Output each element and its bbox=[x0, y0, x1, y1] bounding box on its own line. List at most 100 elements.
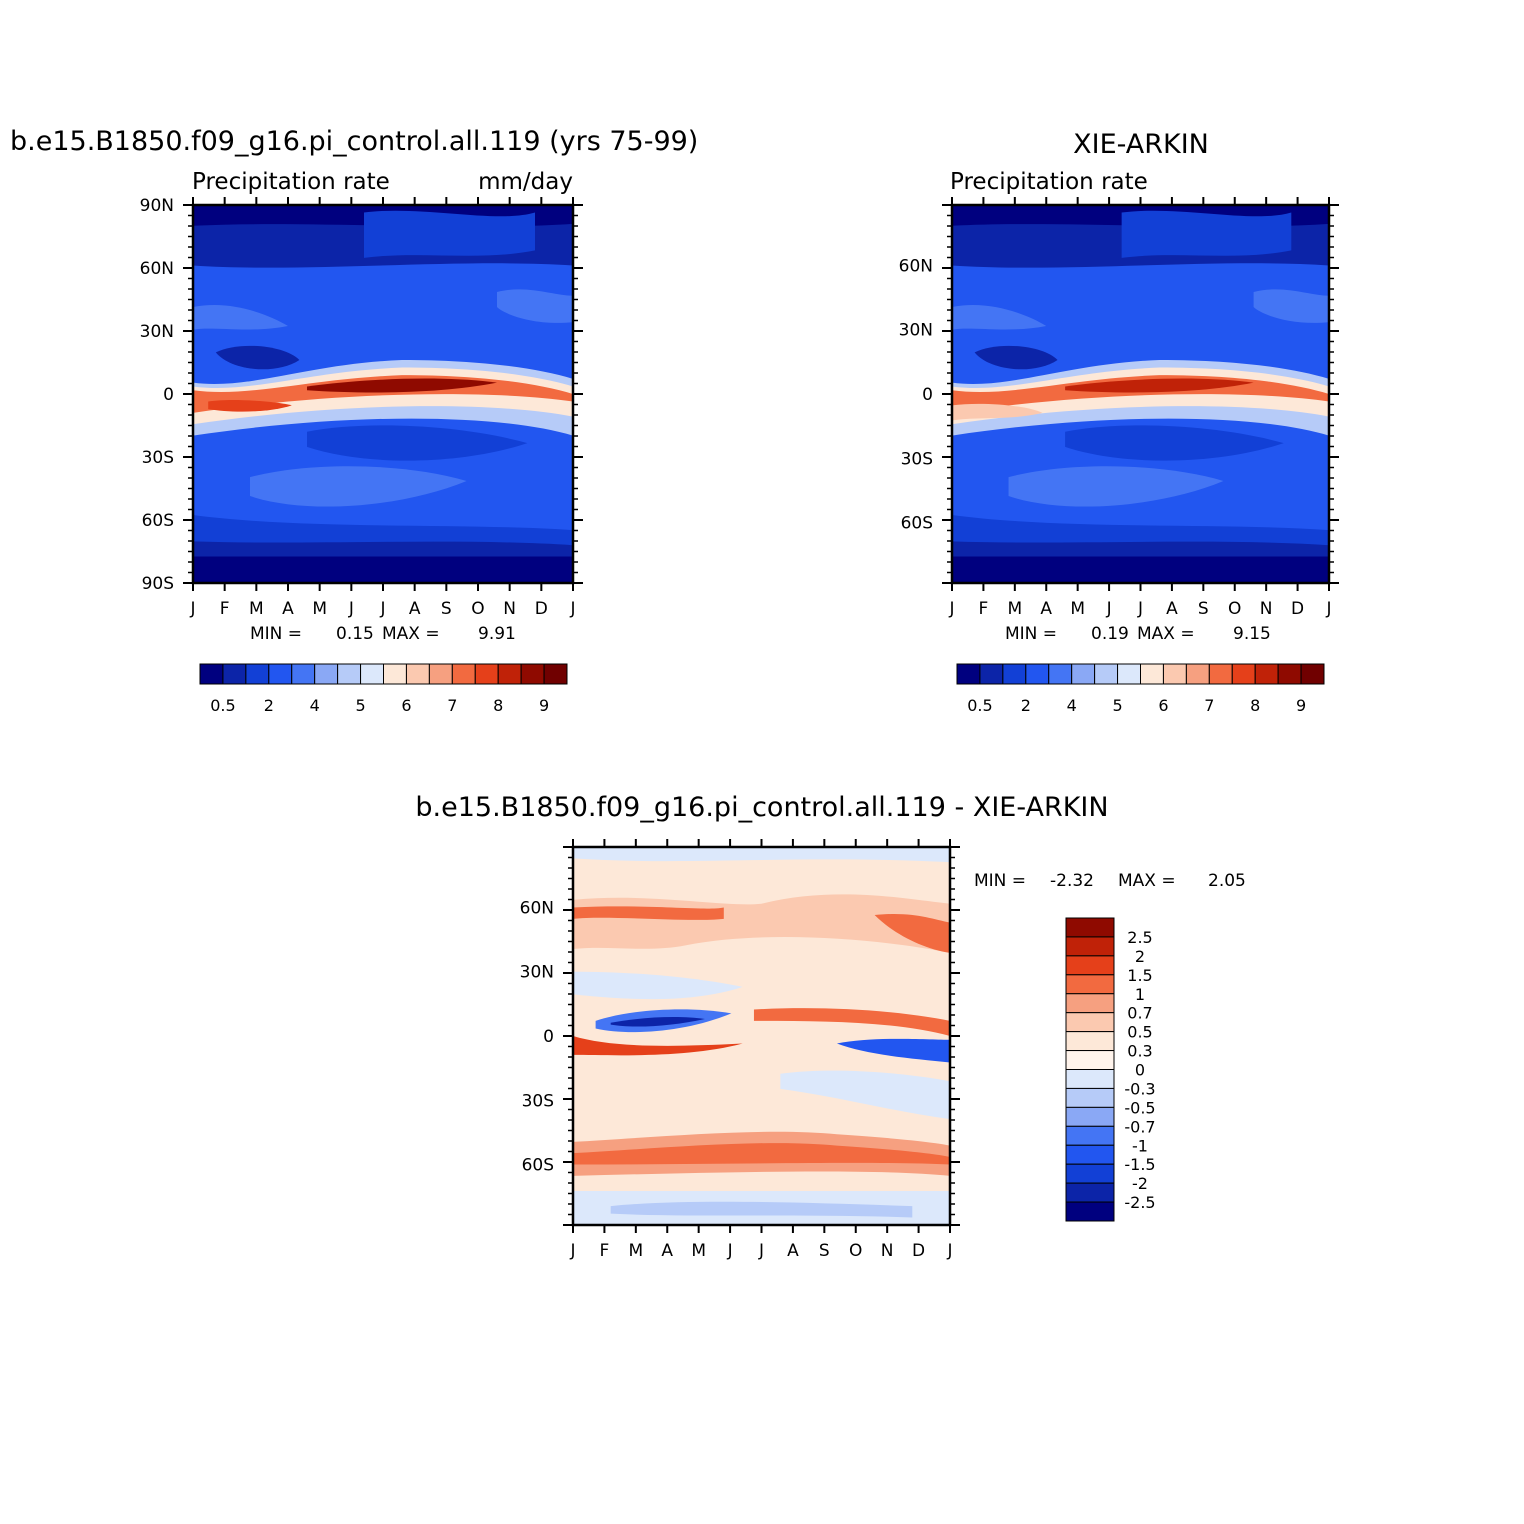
colorbar-swatch bbox=[1185, 663, 1210, 685]
y-tick-label: 30N bbox=[140, 322, 174, 342]
y-tick-label: 30N bbox=[520, 963, 554, 983]
colorbar-swatch bbox=[520, 663, 545, 685]
colorbar-label: -2.5 bbox=[1124, 1193, 1155, 1212]
colorbar-label: 2 bbox=[264, 696, 274, 715]
colorbar-label: 5 bbox=[355, 696, 365, 715]
colorbar-swatch bbox=[1002, 663, 1027, 685]
colorbar-swatch bbox=[497, 663, 522, 685]
x-tick-label: S bbox=[441, 599, 452, 619]
colorbar-label: 6 bbox=[1158, 696, 1168, 715]
y-tick-label: 60N bbox=[520, 898, 554, 918]
colorbar-swatch bbox=[1071, 663, 1096, 685]
colorbar-swatch bbox=[222, 663, 247, 685]
colorbar-swatch bbox=[383, 663, 407, 685]
colorbar-label: 7 bbox=[447, 696, 457, 715]
panel1-max-value: 9.91 bbox=[478, 624, 516, 644]
panel2-min-label: MIN = bbox=[1005, 624, 1057, 644]
x-tick-label: A bbox=[787, 1241, 799, 1261]
x-tick-label: M bbox=[312, 599, 327, 619]
y-tick-label: 60N bbox=[899, 256, 933, 276]
panel1-stats: MIN = 0.15 MAX = 9.91 bbox=[250, 624, 516, 644]
colorbar-swatch bbox=[1065, 1031, 1115, 1052]
x-tick-label: M bbox=[249, 599, 264, 619]
colorbar-swatch bbox=[1065, 993, 1115, 1014]
y-tick-label: 30S bbox=[142, 448, 174, 468]
x-tick-label: F bbox=[600, 1241, 610, 1261]
panel1-left-label: Precipitation rate bbox=[192, 169, 390, 195]
colorbar-swatch bbox=[291, 663, 316, 685]
itcz-dry-core bbox=[610, 1017, 705, 1027]
colorbar-label: 5 bbox=[1112, 696, 1122, 715]
panel3-stats: MIN = -2.32 MAX = 2.05 bbox=[974, 871, 1246, 891]
panel3-title: b.e15.B1850.f09_g16.pi_control.all.119 -… bbox=[415, 792, 1108, 823]
colorbar-swatch bbox=[543, 663, 568, 685]
colorbar-swatch bbox=[1065, 1069, 1115, 1089]
x-tick-label: F bbox=[220, 599, 230, 619]
colorbar-swatch bbox=[405, 663, 430, 685]
colorbar-label: 0.5 bbox=[1127, 1023, 1152, 1042]
colorbar-swatch bbox=[199, 663, 224, 685]
y-tick-label: 30N bbox=[899, 321, 933, 341]
colorbar-swatch bbox=[1094, 663, 1119, 685]
x-tick-label: J bbox=[569, 1241, 575, 1261]
colorbar-swatch bbox=[1162, 663, 1187, 685]
colorbar-swatch bbox=[474, 663, 499, 685]
field bbox=[573, 847, 950, 1225]
x-tick-label: J bbox=[1137, 599, 1143, 619]
x-tick-label: N bbox=[1260, 599, 1273, 619]
x-tick-label: S bbox=[819, 1241, 830, 1261]
x-tick-label: D bbox=[912, 1241, 925, 1261]
x-tick-label: J bbox=[946, 1241, 952, 1261]
x-tick-label: N bbox=[503, 599, 516, 619]
panel1-title: b.e15.B1850.f09_g16.pi_control.all.119 (… bbox=[10, 126, 698, 157]
colorbar-label: 8 bbox=[493, 696, 503, 715]
colorbar-swatch bbox=[268, 663, 293, 685]
itcz-wet-bias-east bbox=[753, 1008, 950, 1036]
colorbar-label: 4 bbox=[310, 696, 320, 715]
panel3-max-label: MAX = bbox=[1118, 871, 1176, 891]
colorbar-label: -1 bbox=[1132, 1136, 1148, 1155]
north-mid-patch-2 bbox=[497, 289, 573, 323]
itcz-wet-bias bbox=[573, 1036, 743, 1056]
colorbar-label: 0.5 bbox=[967, 696, 992, 715]
x-tick-label: J bbox=[727, 1241, 733, 1261]
colorbar-swatch bbox=[1065, 1087, 1115, 1108]
y-tick-label: 60N bbox=[140, 259, 174, 279]
x-tick-label: A bbox=[282, 599, 294, 619]
x-tick-label: J bbox=[948, 599, 954, 619]
colorbar-swatch bbox=[1065, 917, 1115, 938]
antarctic-cool-core bbox=[610, 1201, 913, 1218]
colorbar-swatch bbox=[1117, 663, 1141, 685]
colorbar-label: 0 bbox=[1135, 1061, 1145, 1080]
colorbar-swatch bbox=[1065, 1163, 1115, 1184]
colorbar-label: -0.7 bbox=[1124, 1117, 1155, 1136]
north-mid-patch-2 bbox=[1253, 289, 1329, 323]
itcz-south-branch bbox=[208, 399, 292, 412]
colorbar-label: 1.5 bbox=[1127, 966, 1152, 985]
x-tick-label: J bbox=[569, 599, 575, 619]
x-tick-label: M bbox=[628, 1241, 643, 1261]
y-tick-label: 30S bbox=[522, 1091, 554, 1111]
x-tick-label: S bbox=[1198, 599, 1209, 619]
colorbar-swatch bbox=[1208, 663, 1233, 685]
x-tick-label: J bbox=[1325, 599, 1331, 619]
colorbar-swatch bbox=[1065, 1012, 1115, 1033]
x-tick-label: O bbox=[849, 1241, 862, 1261]
colorbar-swatch bbox=[956, 663, 981, 685]
x-tick-label: M bbox=[1007, 599, 1022, 619]
x-tick-label: O bbox=[1228, 599, 1241, 619]
colorbar-swatch bbox=[1065, 1144, 1115, 1165]
colorbar-label: 0.3 bbox=[1127, 1042, 1152, 1061]
x-tick-label: J bbox=[189, 599, 195, 619]
colorbar-swatch bbox=[1065, 1201, 1115, 1222]
north-cool-edge bbox=[573, 847, 950, 863]
colorbar-label: 8 bbox=[1250, 696, 1260, 715]
colorbar-swatch bbox=[1065, 974, 1115, 995]
panel1-min-label: MIN = bbox=[250, 624, 302, 644]
south-cool-region bbox=[780, 1070, 950, 1120]
x-tick-label: A bbox=[409, 599, 421, 619]
colorbar-swatch bbox=[1065, 955, 1115, 976]
y-tick-label: 60S bbox=[522, 1156, 554, 1176]
